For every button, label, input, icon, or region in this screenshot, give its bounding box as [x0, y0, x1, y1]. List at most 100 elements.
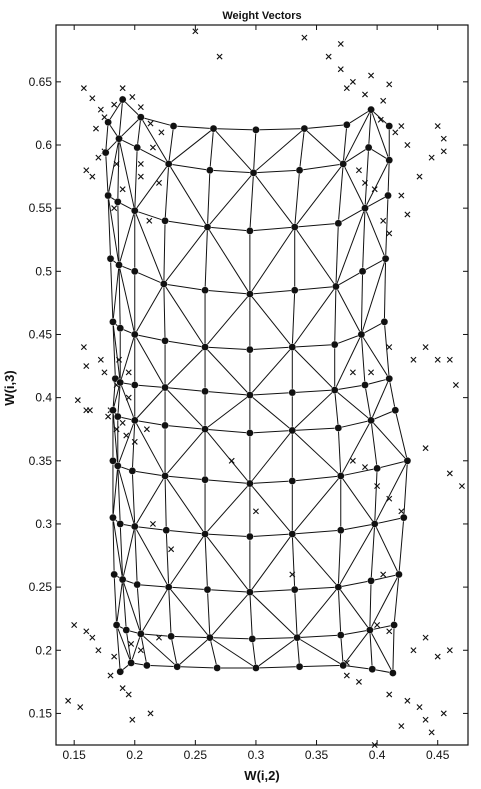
- weight-node: [110, 570, 118, 579]
- sample-point: [80, 85, 87, 92]
- mesh-edge: [136, 584, 142, 634]
- weight-node: [115, 134, 123, 143]
- weight-node: [104, 118, 112, 127]
- mesh-edge: [370, 523, 376, 581]
- sample-point: [440, 148, 447, 155]
- weight-node: [288, 477, 297, 485]
- mesh-edge: [294, 586, 339, 591]
- mesh-edge: [383, 258, 387, 322]
- weight-node: [118, 575, 127, 584]
- mesh-edge: [107, 195, 120, 266]
- mesh-edge: [209, 637, 257, 669]
- weight-node: [213, 664, 221, 672]
- sample-point: [147, 710, 154, 717]
- mesh-layer: [105, 99, 408, 674]
- sample-point: [89, 95, 96, 102]
- y-tick-label: 0.25: [29, 580, 53, 594]
- mesh-edge: [249, 172, 255, 231]
- mesh-edge: [335, 207, 366, 287]
- sample-point: [404, 211, 411, 218]
- mesh-edge: [164, 428, 206, 477]
- mesh-edge: [140, 633, 172, 637]
- mesh-edge: [364, 384, 372, 421]
- sample-point: [446, 356, 453, 363]
- weight-node: [339, 661, 347, 670]
- sample-point: [368, 369, 375, 376]
- sample-point: [131, 438, 138, 445]
- mesh-edge: [136, 147, 169, 165]
- sample-point: [325, 53, 332, 60]
- weight-node: [246, 345, 254, 354]
- sample-point: [95, 647, 102, 654]
- nodes-layer: [101, 95, 412, 677]
- sample-point: [349, 457, 356, 464]
- sample-point: [252, 508, 259, 515]
- sample-point: [83, 167, 90, 174]
- mesh-edge: [140, 586, 170, 635]
- sample-point: [149, 520, 156, 527]
- sample-point: [92, 125, 99, 132]
- mesh-edge: [342, 124, 348, 164]
- weight-node: [137, 630, 145, 638]
- mesh-edge: [171, 635, 210, 639]
- mesh-edge: [117, 465, 121, 524]
- mesh-edge: [209, 169, 254, 174]
- weight-node: [368, 665, 377, 674]
- weight-node: [201, 387, 209, 396]
- mesh-edge: [374, 517, 404, 525]
- sample-point: [362, 91, 368, 98]
- mesh-edge: [204, 534, 208, 590]
- weight-node: [161, 472, 169, 480]
- weight-node: [164, 583, 173, 591]
- mesh-edge: [116, 624, 121, 672]
- mesh-edge: [165, 530, 170, 588]
- sample-point: [119, 186, 126, 193]
- sample-point: [428, 729, 435, 736]
- mesh-edge: [369, 629, 394, 674]
- mesh-edge: [134, 526, 170, 588]
- y-tick-label: 0.4: [35, 391, 52, 405]
- mesh-edge: [163, 283, 166, 341]
- mesh-edge: [134, 420, 166, 477]
- weight-node: [334, 583, 343, 591]
- mesh-edge: [122, 526, 136, 580]
- sample-point: [111, 205, 118, 212]
- weight-node: [109, 456, 117, 465]
- sample-point: [101, 369, 108, 376]
- weight-node: [161, 336, 169, 345]
- mesh-edge: [334, 389, 372, 421]
- mesh-edge: [204, 346, 251, 396]
- mesh-edge: [360, 334, 366, 386]
- mesh-edge: [168, 533, 206, 588]
- weight-node: [290, 223, 299, 231]
- weight-node: [288, 426, 297, 435]
- mesh-edge: [168, 128, 214, 165]
- sample-point: [125, 394, 132, 401]
- mesh-edge: [164, 475, 167, 531]
- weight-node: [361, 381, 369, 389]
- mesh-edge: [249, 533, 293, 538]
- mesh-edge: [105, 152, 109, 196]
- mesh-edge: [168, 163, 210, 171]
- mesh-edge: [249, 346, 293, 396]
- mesh-edge: [334, 390, 339, 428]
- weight-node: [246, 391, 254, 399]
- weight-node: [246, 227, 254, 235]
- mesh-edge: [130, 633, 142, 664]
- sample-point: [80, 344, 87, 351]
- sample-point: [434, 123, 441, 130]
- sample-point: [434, 356, 441, 363]
- mesh-edge: [370, 109, 390, 161]
- mesh-edge: [249, 483, 293, 535]
- mesh-edge: [299, 128, 305, 171]
- x-tick-label: 0.45: [426, 748, 450, 762]
- mesh-edge: [110, 258, 114, 322]
- mesh-edge: [134, 163, 170, 211]
- mesh-edge: [252, 637, 298, 640]
- mesh-edge: [207, 226, 250, 232]
- weight-node: [300, 124, 309, 133]
- mesh-edge: [249, 592, 253, 639]
- weight-node: [384, 191, 392, 200]
- weight-node: [366, 626, 374, 634]
- mesh-edge: [370, 109, 390, 127]
